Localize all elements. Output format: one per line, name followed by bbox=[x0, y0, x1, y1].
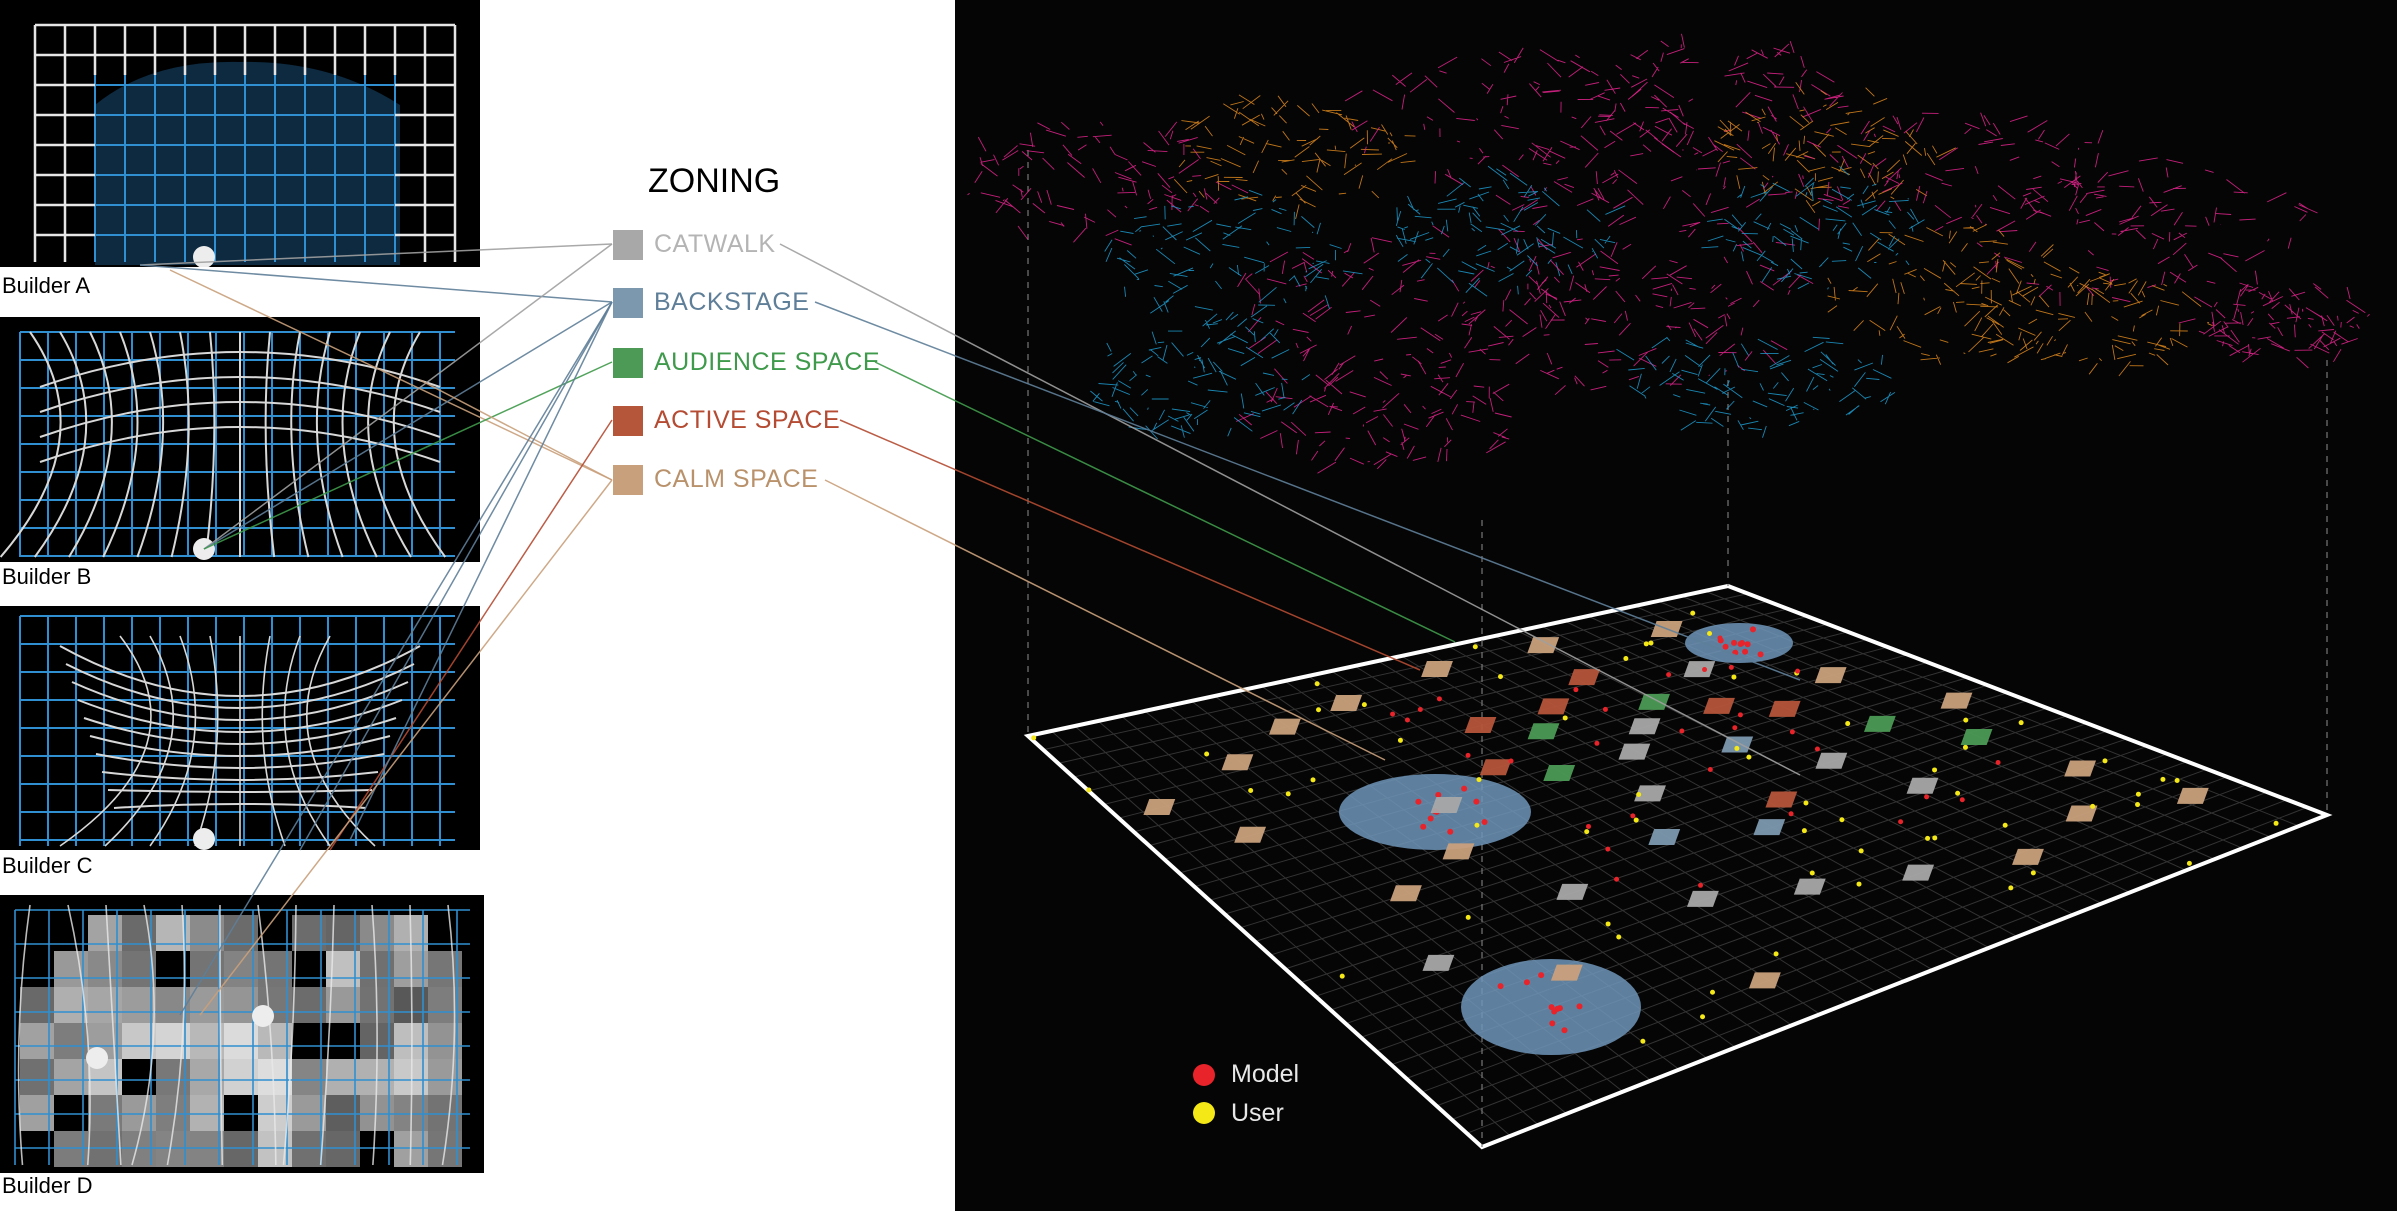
builder-a-agent bbox=[193, 246, 215, 267]
zone-tile-43 bbox=[2176, 787, 2209, 804]
zone-tile-29 bbox=[1556, 883, 1589, 900]
zone-tile-30 bbox=[1686, 890, 1719, 907]
builder-c-panel bbox=[0, 606, 480, 850]
zone-tile-23 bbox=[1634, 785, 1666, 802]
mesh-cluster-15 bbox=[1236, 360, 1512, 474]
mesh-cluster-3 bbox=[1344, 47, 1694, 193]
mesh-cluster-14 bbox=[1461, 259, 1788, 396]
mesh-cluster-5 bbox=[1714, 81, 1956, 214]
zone-tile-15 bbox=[1683, 661, 1716, 678]
mesh-cluster-17 bbox=[1966, 261, 2213, 377]
builder-c-label: Builder C bbox=[2, 853, 93, 878]
builder-d-panel bbox=[0, 895, 484, 1173]
zone-tile-26 bbox=[1940, 692, 1973, 709]
builder-c-agent bbox=[193, 828, 215, 850]
audience-space-label: AUDIENCE SPACE bbox=[654, 348, 881, 376]
user-key-dot bbox=[1193, 1102, 1215, 1124]
catwalk-swatch bbox=[613, 230, 643, 260]
mesh-cluster-16 bbox=[1090, 313, 1311, 440]
mesh-cluster-9 bbox=[1490, 143, 1820, 336]
zoning-title: ZONING bbox=[648, 162, 781, 200]
zone-tile-11 bbox=[1537, 698, 1570, 715]
mesh-cluster-6 bbox=[1798, 112, 2129, 232]
zone-tile-18 bbox=[1768, 700, 1801, 717]
user-key-label: User bbox=[1231, 1099, 1284, 1127]
floor-outline bbox=[1023, 583, 2333, 1150]
zone-tile-39 bbox=[1479, 759, 1512, 776]
zoning-scene: Model User bbox=[955, 0, 2397, 1211]
zone-tile-32 bbox=[1902, 864, 1935, 881]
model-key-label: Model bbox=[1231, 1060, 1300, 1088]
zone-tile-14 bbox=[1703, 697, 1735, 714]
zone-tile-37 bbox=[1422, 954, 1455, 971]
zone-tile-22 bbox=[1765, 791, 1798, 808]
backstage-swatch bbox=[613, 288, 643, 318]
zone-tile-7 bbox=[1527, 637, 1560, 654]
builder-d-agent-1 bbox=[252, 1005, 274, 1027]
calm-space-swatch bbox=[613, 465, 643, 495]
zone-tile-20 bbox=[1863, 715, 1896, 732]
mesh-cluster-19 bbox=[2178, 270, 2370, 369]
builder-d-agent-2 bbox=[86, 1047, 108, 1069]
backstage-label: BACKSTAGE bbox=[654, 288, 810, 316]
builder-b-label: Builder B bbox=[2, 564, 92, 589]
zone-tile-42 bbox=[2064, 760, 2097, 777]
zone-tile-2 bbox=[1234, 826, 1267, 843]
zone-tile-1 bbox=[1143, 799, 1176, 816]
builder-b-agent bbox=[193, 538, 215, 560]
mesh-cluster-1 bbox=[967, 121, 1249, 246]
mesh-cluster-13 bbox=[1701, 165, 1925, 290]
builder-b-grid bbox=[0, 331, 455, 560]
catwalk-label: CATWALK bbox=[654, 230, 776, 258]
zone-tile-36 bbox=[1748, 972, 1781, 989]
builder-d-label: Builder D bbox=[2, 1173, 93, 1198]
scene-canvas bbox=[967, 33, 2370, 1150]
zone-tile-44 bbox=[1430, 797, 1463, 814]
zone-tile-12 bbox=[1628, 718, 1661, 735]
zone-tile-34 bbox=[2065, 805, 2098, 822]
model-key-dot bbox=[1193, 1064, 1215, 1086]
zone-tile-13 bbox=[1638, 693, 1671, 710]
zone-tile-19 bbox=[1814, 667, 1847, 684]
zone-tile-33 bbox=[2012, 848, 2044, 865]
zone-tile-38 bbox=[1648, 829, 1681, 845]
active-space-label: ACTIVE SPACE bbox=[654, 406, 841, 434]
mesh-cluster-7 bbox=[1972, 157, 2318, 306]
zone-tile-27 bbox=[1442, 843, 1475, 860]
mesh-cluster-2 bbox=[1173, 94, 1416, 220]
connector-2 bbox=[139, 264, 613, 303]
zone-tile-31 bbox=[1793, 878, 1826, 895]
active-space-swatch bbox=[613, 406, 643, 436]
builder-a-zone bbox=[95, 61, 400, 266]
mesh-cluster-10 bbox=[1237, 225, 1582, 376]
audience-space-swatch bbox=[613, 348, 643, 378]
zone-tile-35 bbox=[1550, 964, 1583, 981]
mesh-cluster-4 bbox=[1577, 33, 1849, 170]
calm-space-label: CALM SPACE bbox=[654, 465, 819, 493]
zone-tile-28 bbox=[1390, 885, 1422, 902]
builder-c-grid bbox=[19, 615, 455, 850]
zone-tile-21 bbox=[1815, 752, 1848, 769]
mesh-cluster-12 bbox=[1395, 165, 1626, 297]
zone-tile-41 bbox=[1906, 777, 1939, 794]
builder-a-label: Builder A bbox=[2, 273, 91, 298]
zone-tile-25 bbox=[1960, 728, 1993, 745]
builder-b-panel bbox=[0, 317, 480, 562]
zone-tile-3 bbox=[1221, 754, 1254, 771]
zone-tile-40 bbox=[1753, 819, 1786, 836]
mesh-cluster-8 bbox=[1827, 224, 2080, 365]
builder-a-grid bbox=[33, 23, 457, 267]
builder-a-panel bbox=[0, 0, 480, 267]
zone-tile-45 bbox=[1568, 669, 1601, 686]
mesh-cluster-18 bbox=[1616, 336, 1896, 438]
builder-d-grid bbox=[14, 904, 470, 1167]
